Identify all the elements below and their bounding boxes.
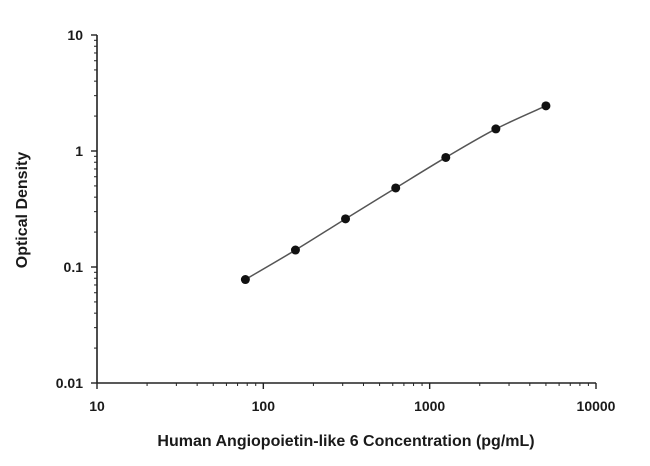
data-points <box>240 101 551 285</box>
axes: 10 100 1000 10000 0.01 0.1 1 10 <box>56 27 616 414</box>
x-axis-title: Human Angiopoietin-like 6 Concentration … <box>157 433 534 450</box>
data-point <box>441 152 451 162</box>
data-point <box>341 214 351 224</box>
x-tick-label: 1000 <box>414 398 445 414</box>
y-tick-label: 0.1 <box>64 259 84 275</box>
x-tick-label: 10000 <box>577 398 616 414</box>
data-point <box>240 275 250 285</box>
data-point <box>391 183 401 193</box>
fit-curve-group <box>245 105 547 281</box>
x-tick-label: 100 <box>252 398 276 414</box>
data-point <box>290 245 300 255</box>
y-tick-label: 10 <box>67 27 83 43</box>
x-tick-label: 10 <box>89 398 105 414</box>
y-axis-title: Optical Density <box>14 152 31 269</box>
data-point <box>491 124 501 134</box>
data-point <box>541 101 551 111</box>
fit-curve-line <box>245 105 547 281</box>
y-tick-label: 0.01 <box>56 375 83 391</box>
y-tick-label: 1 <box>75 143 83 159</box>
